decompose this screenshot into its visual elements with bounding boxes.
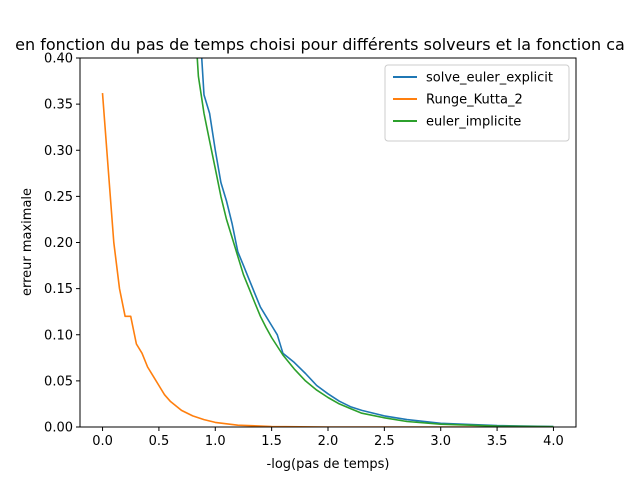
legend-entry-label: euler_implicite (426, 115, 521, 130)
y-tick-label: 0.00 (44, 421, 73, 436)
x-axis-label: -log(pas de temps) (267, 457, 390, 472)
x-tick-label: 2.5 (374, 434, 395, 449)
y-axis-ticks: 0.00 0.05 0.10 0.15 0.20 0.25 0.30 0.35 0.40 (44, 52, 80, 436)
y-tick-label: 0.25 (44, 190, 73, 205)
chart-title: en fonction du pas de temps choisi pour … (15, 35, 625, 54)
legend-entry-label: solve_euler_explicit (426, 71, 553, 86)
series-line-runge-kutta-2 (101, 93, 554, 427)
series-line-solve-euler-explicit (200, 58, 554, 427)
y-tick-label: 0.10 (44, 328, 73, 343)
x-tick-label: 3.0 (430, 434, 451, 449)
legend-box (384, 64, 570, 142)
series-layer (101, 58, 554, 427)
legend: solve_euler_explicit Runge_Kutta_2 euler_i… (384, 64, 570, 142)
y-tick-label: 0.35 (44, 98, 73, 113)
x-tick-label: 1.0 (205, 434, 226, 449)
series-line-euler-implicite (196, 58, 554, 427)
y-tick-label: 0.15 (44, 282, 73, 297)
x-axis-ticks: 0.0 0.5 1.0 1.5 2.0 2.5 3.0 3.5 4.0 (92, 427, 564, 449)
y-tick-label: 0.30 (44, 144, 73, 159)
y-axis-label: erreur maximale (20, 188, 35, 296)
x-tick-label: 0.5 (149, 434, 170, 449)
y-tick-label: 0.05 (44, 374, 73, 389)
y-tick-label: 0.20 (44, 236, 73, 251)
x-tick-label: 4.0 (543, 434, 564, 449)
x-tick-label: 0.0 (92, 434, 113, 449)
x-tick-label: 3.5 (487, 434, 508, 449)
legend-entry-label: Runge_Kutta_2 (426, 93, 523, 108)
x-tick-label: 2.0 (318, 434, 339, 449)
y-tick-label: 0.40 (44, 52, 73, 67)
x-tick-label: 1.5 (261, 434, 282, 449)
